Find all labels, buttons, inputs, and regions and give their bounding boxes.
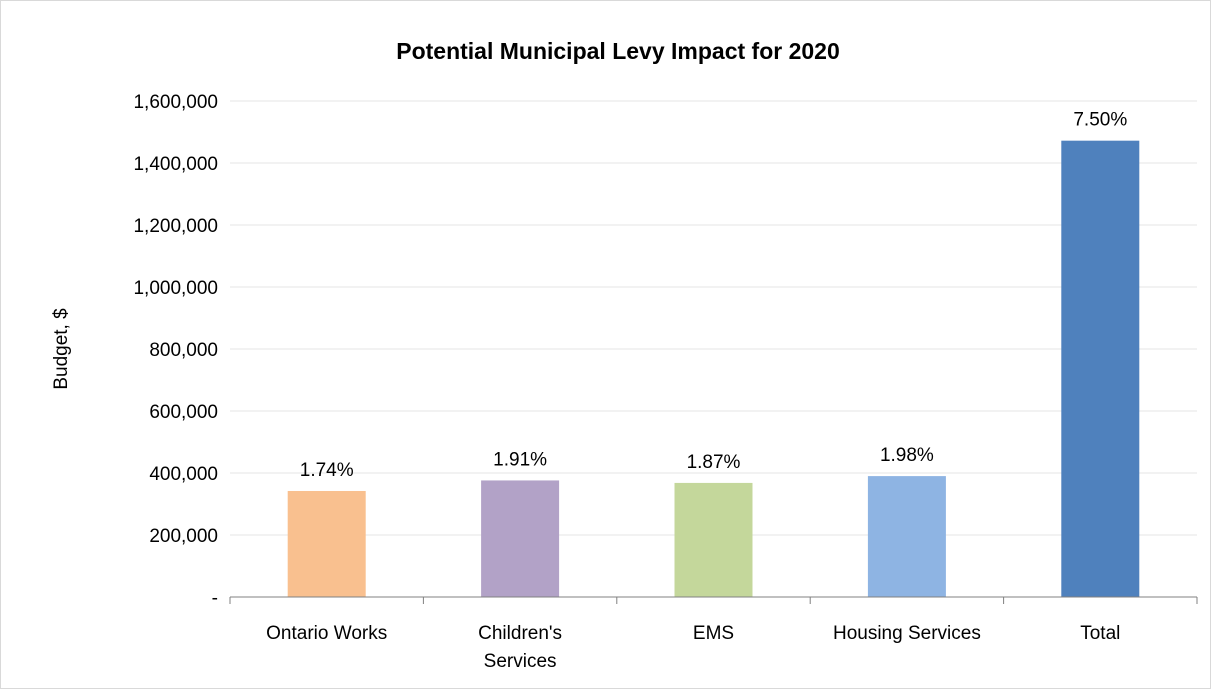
bar	[287, 490, 366, 597]
bar	[867, 476, 946, 597]
bar	[481, 480, 560, 597]
y-tick-label: 600,000	[149, 402, 218, 423]
x-tick-label: Services	[484, 651, 557, 672]
y-tick-label: 800,000	[149, 340, 218, 361]
x-tick-label: Total	[1080, 623, 1120, 644]
y-tick-label: 1,200,000	[133, 216, 218, 237]
x-tick-label: Ontario Works	[266, 623, 387, 644]
y-tick-label: 200,000	[149, 526, 218, 547]
data-label: 7.50%	[1073, 110, 1127, 131]
chart-title: Potential Municipal Levy Impact for 2020	[396, 38, 840, 64]
y-tick-label: 1,000,000	[133, 278, 218, 299]
data-label: 1.87%	[687, 452, 741, 473]
y-tick-label: 400,000	[149, 464, 218, 485]
x-tick-label: Children's	[478, 623, 562, 644]
x-tick-label: Housing Services	[833, 623, 981, 644]
bar	[674, 482, 753, 597]
y-tick-label: 1,400,000	[133, 154, 218, 175]
y-tick-label: 1,600,000	[133, 92, 218, 113]
x-tick-label: EMS	[693, 623, 734, 644]
data-label: 1.98%	[880, 445, 934, 466]
data-label: 1.74%	[300, 460, 354, 481]
y-tick-label: -	[212, 588, 218, 609]
data-label: 1.91%	[493, 449, 547, 470]
bar	[1061, 140, 1140, 597]
